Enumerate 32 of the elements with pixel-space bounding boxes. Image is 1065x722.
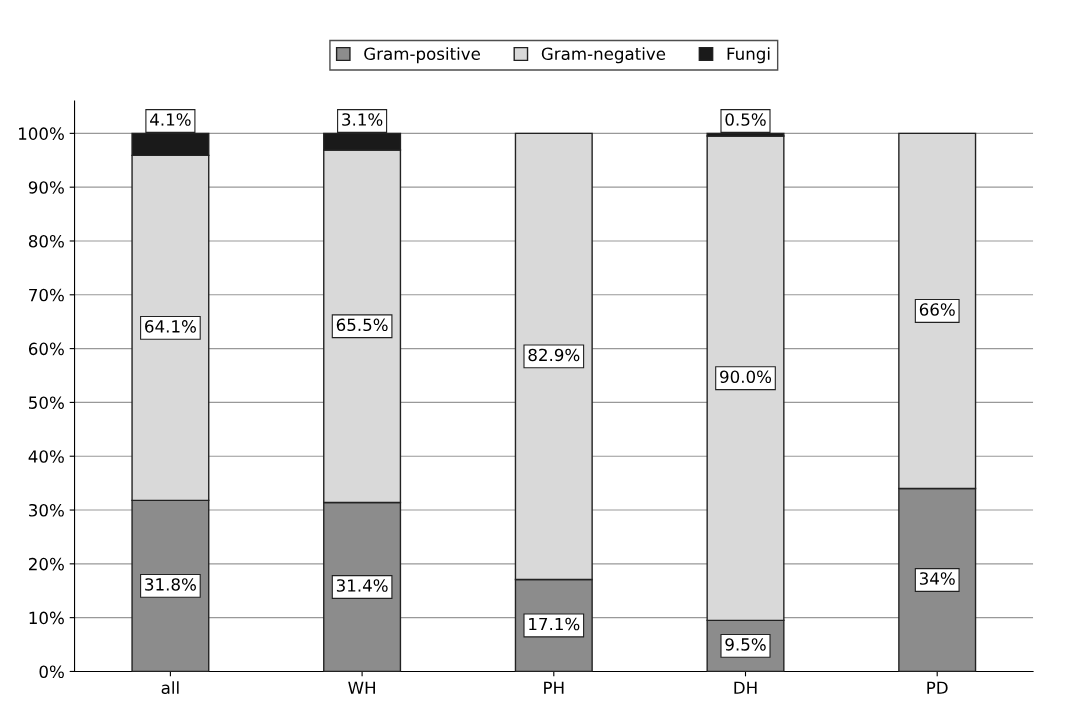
y-tick-label: 20% — [29, 557, 64, 571]
data-label: 34% — [919, 572, 955, 585]
x-tick-label: PD — [927, 681, 948, 694]
y-tick-label: 60% — [28, 342, 64, 356]
y-tick-label: 40% — [28, 450, 64, 463]
x-tick-label: PH — [544, 681, 564, 694]
x-tick-label: all — [161, 681, 179, 695]
x-tick-label: WH — [348, 681, 375, 694]
data-label: 31.8% — [145, 578, 196, 591]
data-label: 3.1% — [342, 113, 383, 126]
legend-label: Gram-positive — [364, 47, 480, 64]
y-tick-label: 30% — [29, 503, 64, 517]
legend-label: Fungi — [727, 47, 770, 64]
y-tick-label: 70% — [29, 288, 64, 302]
data-label: 90.0% — [720, 370, 772, 384]
legend-label: Gram-negative — [541, 47, 666, 64]
data-label: 17.1% — [529, 617, 580, 631]
data-label: 82.9% — [528, 348, 580, 362]
y-tick-label: 10% — [29, 611, 64, 625]
y-tick-label: 90% — [28, 181, 64, 194]
data-label: 31.4% — [336, 579, 388, 592]
data-label: 65.5% — [336, 318, 388, 332]
y-tick-label: 100% — [19, 127, 64, 140]
data-label: 66% — [919, 303, 955, 316]
data-label: 9.5% — [725, 638, 766, 651]
data-label: 4.1% — [150, 113, 191, 126]
y-tick-label: 0% — [39, 665, 64, 679]
y-tick-label: 50% — [29, 396, 64, 409]
x-tick-label: DH — [734, 681, 757, 694]
data-label: 64.1% — [145, 320, 196, 333]
data-label: 0.5% — [725, 113, 766, 126]
y-tick-label: 80% — [28, 234, 64, 248]
